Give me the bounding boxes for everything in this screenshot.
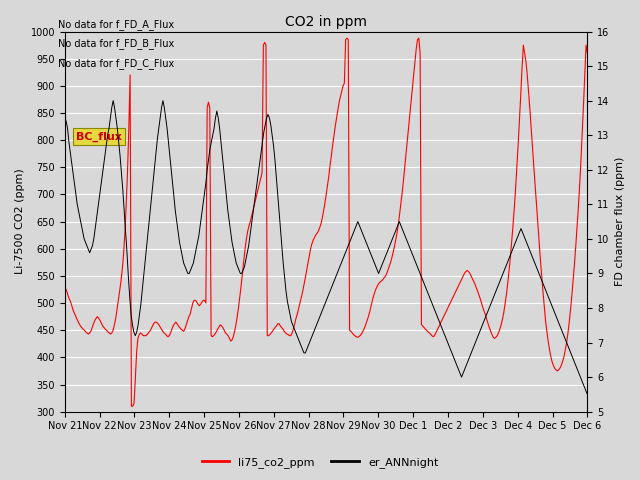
Text: No data for f_FD_B_Flux: No data for f_FD_B_Flux [58,38,174,49]
Text: No data for f_FD_C_Flux: No data for f_FD_C_Flux [58,58,174,69]
Text: No data for f_FD_A_Flux: No data for f_FD_A_Flux [58,19,173,30]
Title: CO2 in ppm: CO2 in ppm [285,15,367,29]
Y-axis label: Li-7500 CO2 (ppm): Li-7500 CO2 (ppm) [15,169,25,275]
Text: BC_flux: BC_flux [76,132,122,142]
Y-axis label: FD chamber flux (ppm): FD chamber flux (ppm) [615,157,625,286]
Legend: li75_co2_ppm, er_ANNnight: li75_co2_ppm, er_ANNnight [197,452,443,472]
